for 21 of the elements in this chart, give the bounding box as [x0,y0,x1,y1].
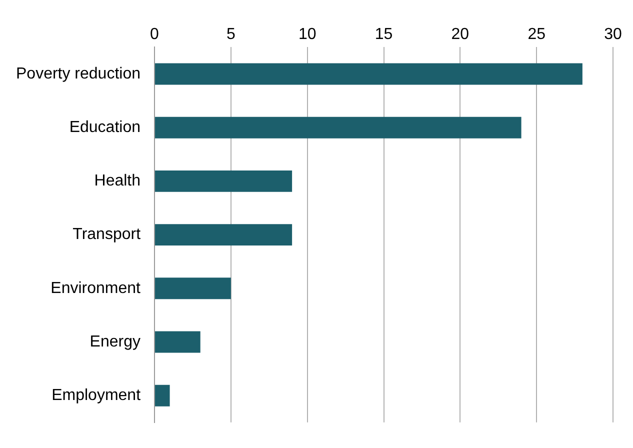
y-tick-label: Energy [90,333,141,350]
y-tick-label: Environment [50,280,142,297]
x-tick-label: 15 [374,26,393,44]
bar [155,331,200,353]
bar [155,170,292,192]
bar [155,278,231,300]
x-tick-label: 30 [604,26,622,44]
y-tick-label: Health [94,172,141,190]
bar [155,224,292,246]
bar [155,116,522,138]
y-tick-label: Transport [72,226,142,244]
x-tick-label: 25 [528,26,546,44]
x-tick-label: 10 [298,26,316,44]
y-tick-label: Education [69,119,141,136]
x-tick-label: 20 [451,26,470,44]
y-tick-label: Poverty reduction [16,65,141,82]
x-tick-label: 0 [150,26,160,44]
x-tick-label: 5 [226,26,236,44]
y-tick-label: Employment [52,387,142,404]
bar [155,384,170,406]
bar [155,63,582,85]
